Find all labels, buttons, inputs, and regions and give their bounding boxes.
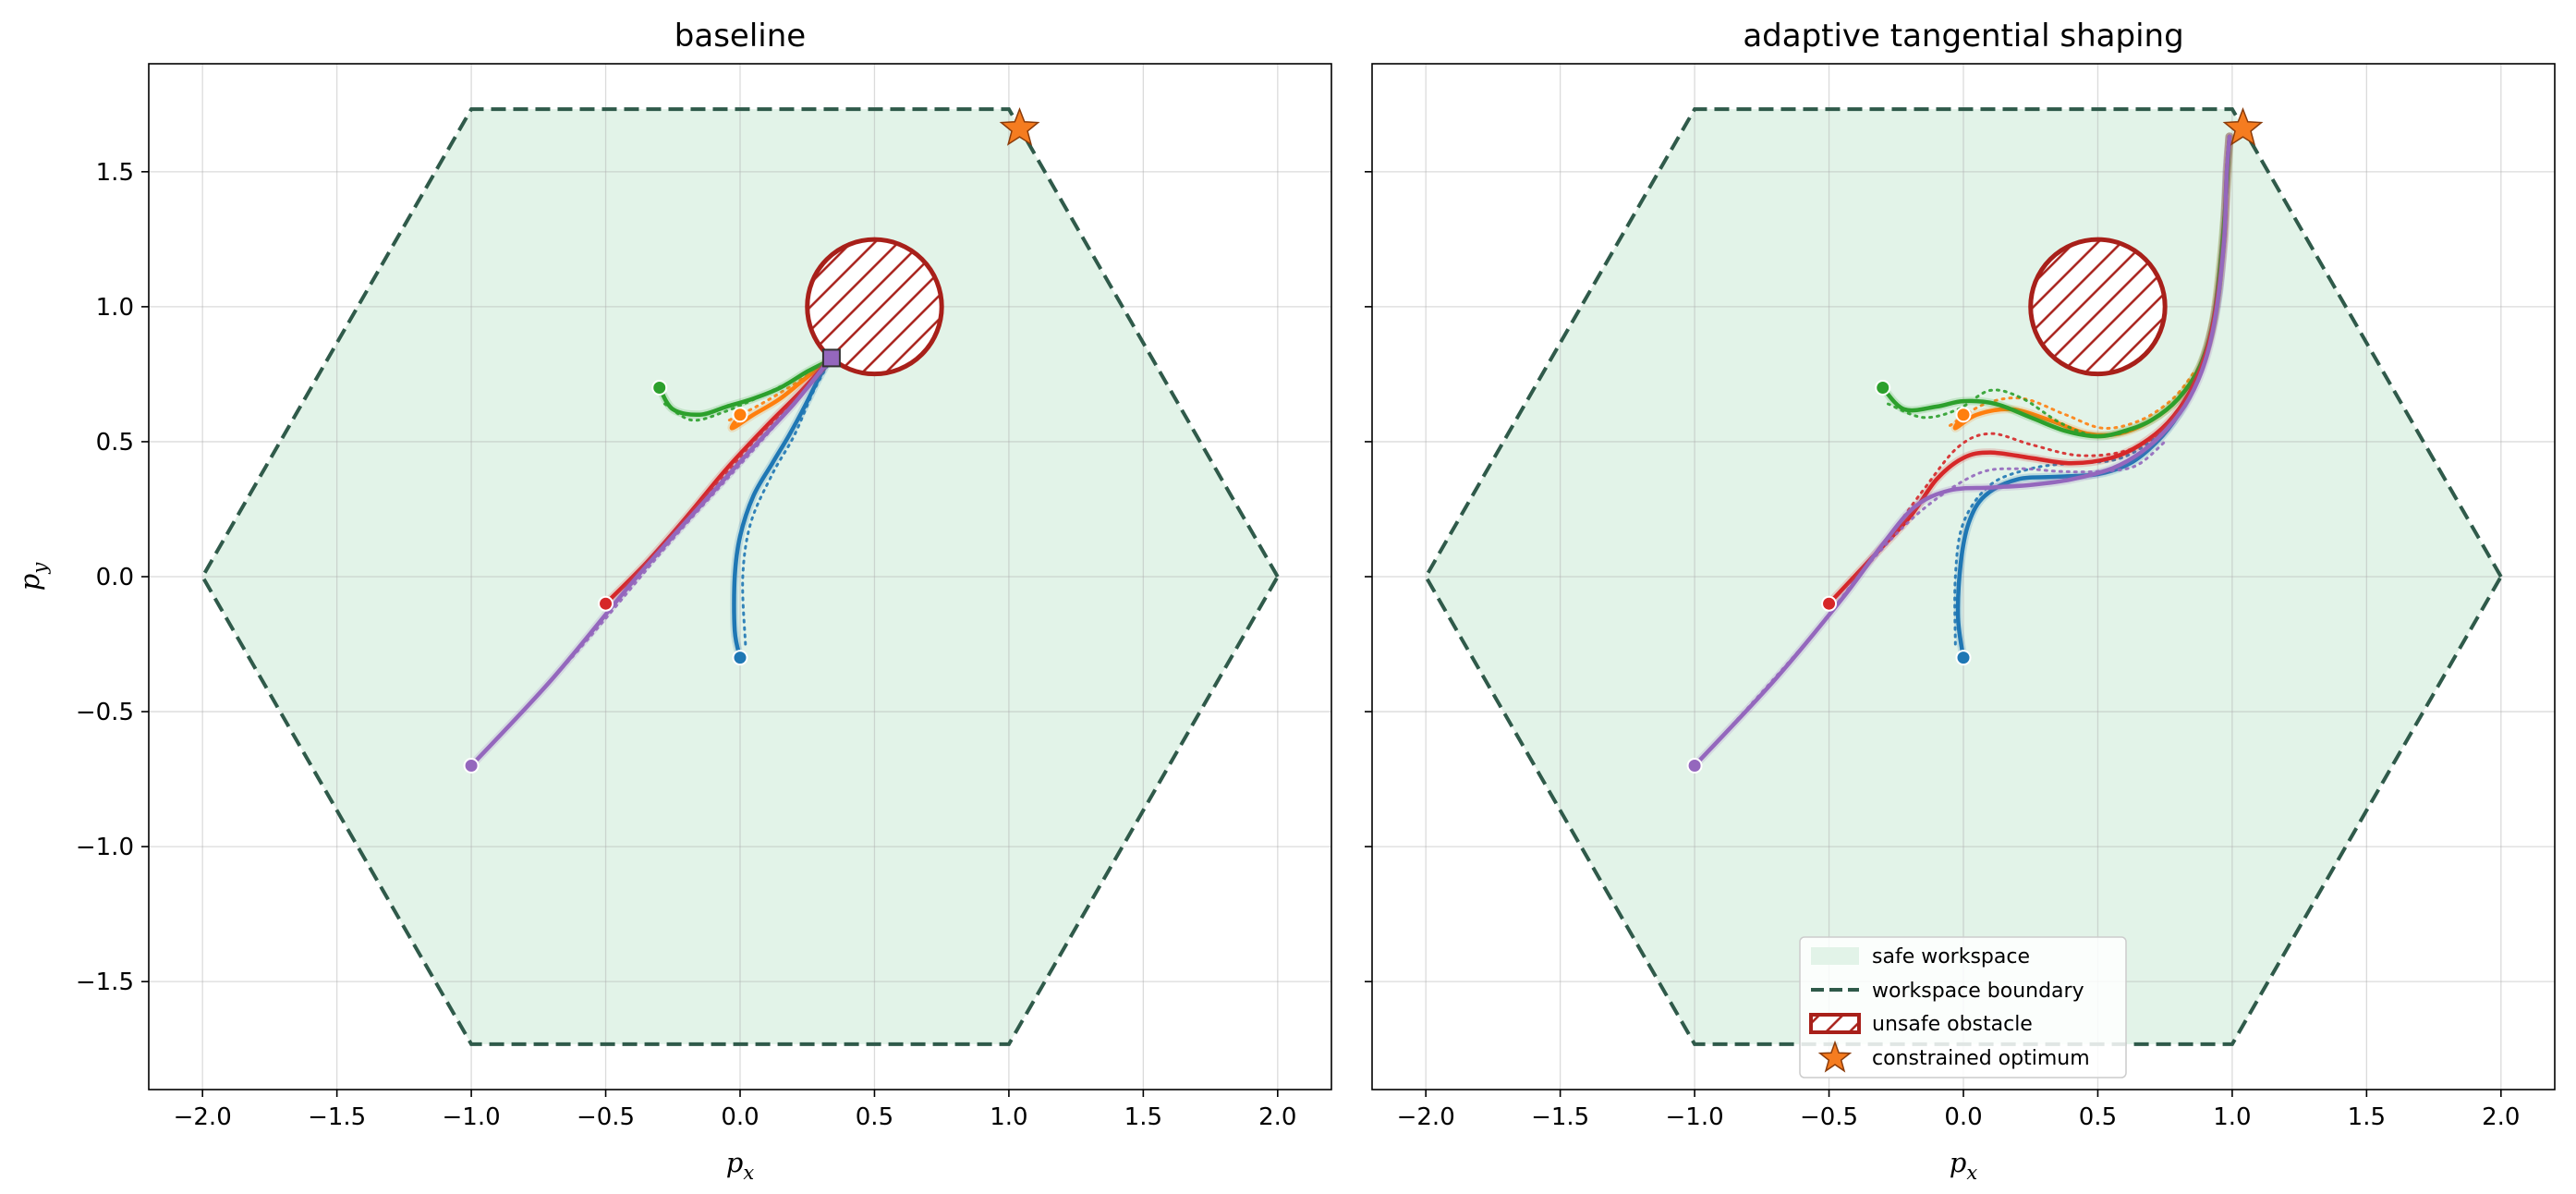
x-axis-label-subscript: x xyxy=(743,1162,754,1184)
start-point-0 xyxy=(732,650,748,666)
x-tick-label: −1.5 xyxy=(308,1103,366,1131)
x-axis-label: px xyxy=(726,1147,755,1184)
x-axis-ticks: −2.0 −1.5 −1.0 −0.5 0.0 0.5 1.0 1.5 2.0 xyxy=(1397,1090,2520,1131)
safe-workspace xyxy=(1426,109,2501,1044)
x-tick-label: 2.0 xyxy=(2482,1103,2520,1131)
x-tick-label: 0.0 xyxy=(721,1103,759,1131)
x-tick-label: 0.0 xyxy=(1944,1103,1982,1131)
trajectories xyxy=(467,356,833,770)
y-tick-label: −0.5 xyxy=(76,699,134,726)
grid xyxy=(149,64,1331,1090)
x-tick-label: −1.5 xyxy=(1531,1103,1589,1131)
y-tick-label: 1.0 xyxy=(96,294,134,322)
chart-title: adaptive tangential shaping xyxy=(1743,18,2183,55)
x-tick-label: 0.5 xyxy=(856,1103,893,1131)
y-tick-label: 0.0 xyxy=(96,564,134,591)
x-tick-label: −0.5 xyxy=(577,1103,635,1131)
start-point-3 xyxy=(598,595,614,612)
legend-swatch-constrained-optimum xyxy=(1817,1040,1853,1073)
x-tick-label: 0.5 xyxy=(2079,1103,2117,1131)
x-tick-label: 1.0 xyxy=(2213,1103,2251,1131)
x-tick-label: −1.0 xyxy=(1666,1103,1724,1131)
x-axis-label-subscript: x xyxy=(1966,1162,1977,1184)
x-tick-label: −1.0 xyxy=(443,1103,501,1131)
x-tick-label: 2.0 xyxy=(1258,1103,1296,1131)
unsafe-obstacle xyxy=(805,237,944,377)
workspace-boundary xyxy=(200,107,1281,1046)
x-tick-label: −0.5 xyxy=(1800,1103,1858,1131)
y-tick-label: −1.0 xyxy=(76,834,134,861)
y-tick-label: 1.5 xyxy=(96,159,134,187)
x-axis-ticks: −2.0 −1.5 −1.0 −0.5 0.0 0.5 1.0 1.5 2.0 xyxy=(174,1090,1296,1131)
constrained-optimum-star xyxy=(2222,107,2264,146)
safe-workspace xyxy=(202,109,1278,1044)
y-axis-label-subscript: y xyxy=(29,562,51,575)
legend: safe workspace workspace boundary unsafe… xyxy=(1799,936,2127,1078)
x-tick-label: 1.5 xyxy=(2348,1103,2386,1131)
y-tick-label: 0.5 xyxy=(96,429,134,457)
x-tick-label: 1.0 xyxy=(990,1103,1027,1131)
trajectory-solid-4 xyxy=(1692,134,2232,768)
x-axis-label: px xyxy=(1950,1147,1978,1184)
legend-swatch-unsafe-obstacle xyxy=(1809,1013,1861,1034)
x-tick-label: −2.0 xyxy=(174,1103,232,1131)
trajectory-solid-0 xyxy=(732,359,832,660)
trajectory-solid-2 xyxy=(657,359,832,418)
y-tick-label: −1.5 xyxy=(76,969,134,996)
trajectory-dotted-2 xyxy=(663,359,831,422)
plot-area xyxy=(1371,63,2556,1090)
start-point-2 xyxy=(1875,380,1891,396)
constrained-optimum-star xyxy=(999,107,1040,146)
trajectory-solid-4 xyxy=(468,359,832,768)
start-point-3 xyxy=(1821,595,1838,612)
final-position-marker xyxy=(821,348,841,368)
start-point-4 xyxy=(463,757,480,774)
chart-title: baseline xyxy=(674,18,806,55)
plot-area xyxy=(148,63,1332,1090)
y-axis-ticks: −1.5 −1.0 −0.5 0.0 0.5 1.0 1.5 xyxy=(76,159,149,996)
y-axis-label: py xyxy=(14,562,51,591)
grid xyxy=(1372,64,2555,1090)
start-point-1 xyxy=(1955,407,1972,423)
panel-adaptive-tangential-shaping: adaptive tangential shaping −2.0 −1.5 −1.0… xyxy=(1365,18,2556,1184)
trajectories xyxy=(1690,132,2234,770)
legend-swatch-safe-workspace xyxy=(1811,947,1859,965)
start-point-0 xyxy=(1955,650,1972,666)
trajectory-solid-3 xyxy=(603,359,832,606)
start-point-1 xyxy=(732,407,748,423)
y-axis-ticks xyxy=(1365,171,1372,982)
unsafe-obstacle xyxy=(2028,237,2168,377)
start-point-4 xyxy=(1686,757,1703,774)
legend-label-unsafe-obstacle: unsafe obstacle xyxy=(1872,1013,2033,1036)
panel-baseline: baseline −2.0 −1.5 −1.0 −0.5 0.0 0.5 1.0 1.5 2.0… xyxy=(14,18,1332,1184)
legend-label-constrained-optimum: constrained optimum xyxy=(1872,1047,2090,1070)
legend-label-safe-workspace: safe workspace xyxy=(1872,945,2030,969)
legend-label-workspace-boundary: workspace boundary xyxy=(1872,980,2084,1003)
x-tick-label: 1.5 xyxy=(1124,1103,1162,1131)
legend-frame xyxy=(1799,936,2127,1078)
workspace-boundary xyxy=(1423,107,2504,1046)
x-tick-label: −2.0 xyxy=(1397,1103,1455,1131)
trajectory-solid-1 xyxy=(729,359,832,431)
start-point-2 xyxy=(651,380,668,396)
